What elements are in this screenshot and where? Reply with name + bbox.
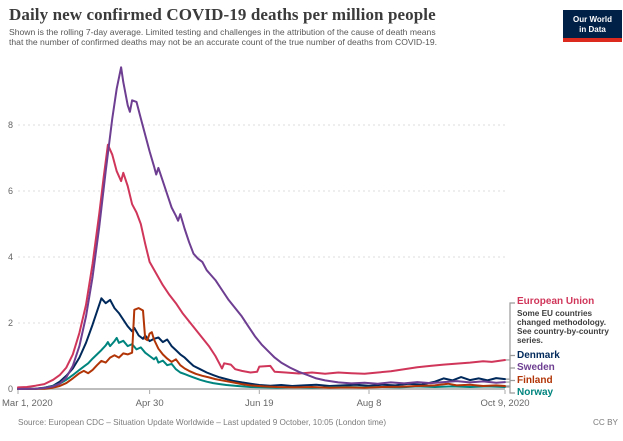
series-line-european-union bbox=[17, 143, 506, 389]
x-tick-label: Jun 19 bbox=[245, 398, 274, 409]
legend-label-finland[interactable]: Finland bbox=[517, 374, 553, 386]
legend-label-european-union[interactable]: European Union bbox=[517, 296, 595, 307]
x-tick-label: Aug 8 bbox=[357, 398, 382, 409]
series-line-sweden bbox=[17, 66, 506, 390]
y-tick-label: 8 bbox=[8, 120, 13, 130]
y-tick-label: 4 bbox=[8, 252, 13, 262]
x-tick-label: Oct 9, 2020 bbox=[480, 398, 529, 409]
x-tick-label: Apr 30 bbox=[136, 398, 164, 409]
owid-logo[interactable]: Our World in Data bbox=[563, 10, 622, 42]
owid-logo-line-1: Our World bbox=[573, 15, 612, 24]
series-line-denmark bbox=[17, 297, 506, 390]
subtitle-line-2: that the number of confirmed deaths may … bbox=[9, 37, 438, 47]
legend-label-norway[interactable]: Norway bbox=[517, 387, 554, 398]
y-tick-label: 0 bbox=[8, 384, 13, 394]
y-tick-label: 6 bbox=[8, 186, 13, 196]
owid-logo-line-2: in Data bbox=[579, 24, 606, 34]
legend-label-denmark[interactable]: Denmark bbox=[517, 350, 560, 361]
legend-label-sweden[interactable]: Sweden bbox=[517, 362, 555, 373]
x-tick-label: Mar 1, 2020 bbox=[2, 398, 53, 409]
series-line-finland bbox=[17, 307, 506, 390]
legend-leader-line bbox=[506, 354, 515, 380]
page-title: Daily new confirmed COVID-19 deaths per … bbox=[9, 5, 436, 24]
legend-leader-line bbox=[506, 386, 515, 394]
chart-footer: Source: European CDC – Situation Update … bbox=[18, 418, 618, 427]
subtitle-line-1: Shown is the rolling 7-day average. Limi… bbox=[9, 27, 436, 37]
legend-leader-line bbox=[506, 379, 515, 387]
legend-leader-line bbox=[506, 367, 515, 383]
source-text: Source: European CDC – Situation Update … bbox=[18, 418, 387, 427]
legend-leader-line bbox=[506, 302, 515, 361]
license-link[interactable]: CC BY bbox=[592, 418, 618, 427]
y-tick-label: 2 bbox=[8, 318, 13, 328]
chart-subtitle: Shown is the rolling 7-day average. Limi… bbox=[9, 27, 437, 47]
